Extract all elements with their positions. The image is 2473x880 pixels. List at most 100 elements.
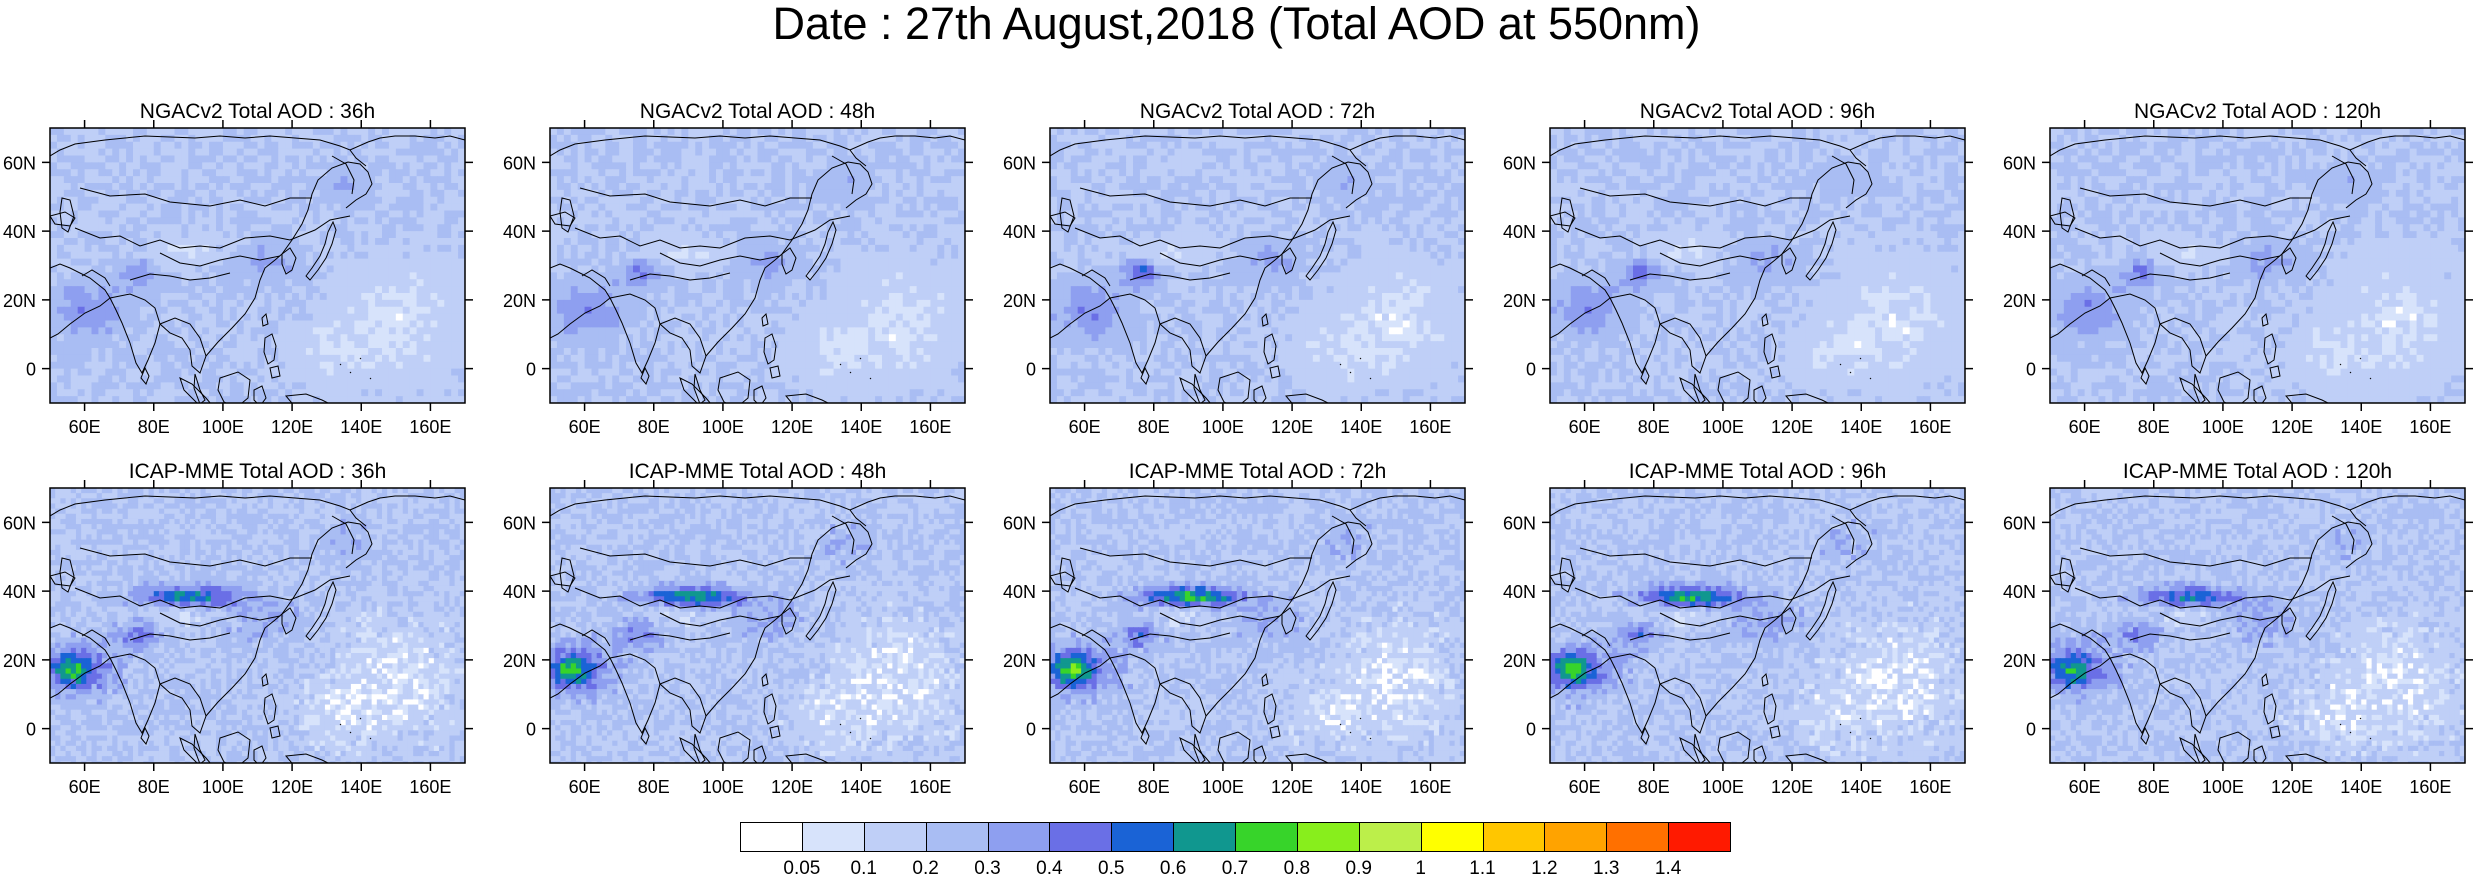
lat-tick-label: 20N <box>1503 291 1536 311</box>
lon-tick-label: 60E <box>69 417 101 437</box>
lon-tick-label: 140E <box>1840 417 1882 437</box>
panel-title: NGACv2 Total AOD : 96h <box>1640 100 1875 123</box>
colorbar-label: 0.4 <box>1036 858 1062 880</box>
lat-tick-label: 40N <box>1003 222 1036 242</box>
lon-tick-label: 120E <box>771 417 813 437</box>
panel-title: ICAP-MME Total AOD : 36h <box>129 460 387 483</box>
colorbar-cell <box>740 822 803 852</box>
lat-tick-label: 20N <box>1503 651 1536 671</box>
colorbar-label: 0.3 <box>974 858 1000 880</box>
lon-tick-label: 60E <box>569 777 601 797</box>
lon-tick-label: 100E <box>2202 777 2244 797</box>
lon-tick-label: 100E <box>202 777 244 797</box>
aod-field <box>550 128 966 430</box>
lon-tick-label: 80E <box>2138 417 2170 437</box>
lat-tick-label: 60N <box>2003 513 2036 533</box>
lat-tick-label: 0 <box>526 720 536 740</box>
colorbar-cell <box>1421 822 1484 852</box>
lon-tick-label: 140E <box>340 777 382 797</box>
lon-tick-label: 160E <box>1409 777 1451 797</box>
lon-tick-label: 60E <box>1569 417 1601 437</box>
lon-tick-label: 80E <box>2138 777 2170 797</box>
lon-tick-label: 60E <box>69 777 101 797</box>
lon-tick-label: 120E <box>271 777 313 797</box>
lon-tick-label: 120E <box>1271 417 1313 437</box>
panel-title: NGACv2 Total AOD : 72h <box>1140 100 1375 123</box>
lat-tick-label: 60N <box>3 513 36 533</box>
lat-tick-label: 0 <box>2026 360 2036 380</box>
lat-tick-label: 40N <box>503 582 536 602</box>
lon-tick-label: 140E <box>1340 417 1382 437</box>
lat-tick-label: 20N <box>3 291 36 311</box>
lon-tick-label: 120E <box>1771 417 1813 437</box>
colorbar-cell <box>1544 822 1607 852</box>
colorbar-cell <box>1111 822 1174 852</box>
lat-tick-label: 0 <box>2026 720 2036 740</box>
colorbar-label: 0.1 <box>851 858 877 880</box>
lon-tick-label: 60E <box>569 417 601 437</box>
panel-title: ICAP-MME Total AOD : 96h <box>1629 460 1887 483</box>
colorbar-label: 1.4 <box>1655 858 1681 880</box>
lat-tick-label: 20N <box>3 651 36 671</box>
lon-tick-label: 160E <box>909 417 951 437</box>
lon-tick-label: 100E <box>702 417 744 437</box>
lon-tick-label: 140E <box>840 777 882 797</box>
lat-tick-label: 0 <box>1526 720 1536 740</box>
aod-field <box>1050 128 1466 430</box>
colorbar-label: 0.7 <box>1222 858 1248 880</box>
lon-tick-label: 80E <box>1138 417 1170 437</box>
lat-tick-label: 60N <box>503 513 536 533</box>
lon-tick-label: 140E <box>1340 777 1382 797</box>
colorbar-label: 0.6 <box>1160 858 1186 880</box>
lon-tick-label: 100E <box>1202 417 1244 437</box>
panel-title: ICAP-MME Total AOD : 72h <box>1129 460 1387 483</box>
lon-tick-label: 160E <box>1409 417 1451 437</box>
panel-title: ICAP-MME Total AOD : 120h <box>2123 460 2392 483</box>
lat-tick-label: 20N <box>503 291 536 311</box>
lat-tick-label: 0 <box>26 720 36 740</box>
aod-field <box>1050 488 1466 790</box>
colorbar-cell <box>1359 822 1422 852</box>
lon-tick-label: 140E <box>2340 777 2382 797</box>
lon-tick-label: 60E <box>1069 417 1101 437</box>
lon-tick-label: 80E <box>138 777 170 797</box>
colorbar-cell <box>1297 822 1360 852</box>
colorbar-label: 0.2 <box>912 858 938 880</box>
lat-tick-label: 40N <box>1003 582 1036 602</box>
lon-tick-label: 80E <box>138 417 170 437</box>
colorbar-cell <box>988 822 1051 852</box>
colorbar-label: 1.3 <box>1593 858 1619 880</box>
lon-tick-label: 60E <box>2069 777 2101 797</box>
colorbar-cell <box>1049 822 1112 852</box>
lat-tick-label: 20N <box>1003 291 1036 311</box>
lon-tick-label: 60E <box>2069 417 2101 437</box>
lon-tick-label: 80E <box>1138 777 1170 797</box>
aod-field <box>1550 488 1966 790</box>
lon-tick-label: 120E <box>1271 777 1313 797</box>
lon-tick-label: 80E <box>1638 417 1670 437</box>
aod-field <box>50 128 466 430</box>
lon-tick-label: 140E <box>1840 777 1882 797</box>
panel-title: NGACv2 Total AOD : 36h <box>140 100 375 123</box>
lat-tick-label: 60N <box>1503 153 1536 173</box>
lon-tick-label: 100E <box>1702 417 1744 437</box>
lon-tick-label: 100E <box>2202 417 2244 437</box>
lon-tick-label: 160E <box>409 777 451 797</box>
lon-tick-label: 160E <box>2409 417 2451 437</box>
lat-tick-label: 40N <box>2003 582 2036 602</box>
lat-tick-label: 20N <box>1003 651 1036 671</box>
lon-tick-label: 80E <box>1638 777 1670 797</box>
lon-tick-label: 80E <box>638 417 670 437</box>
panel-title: NGACv2 Total AOD : 120h <box>2134 100 2381 123</box>
lon-tick-label: 160E <box>1909 777 1951 797</box>
lon-tick-label: 140E <box>840 417 882 437</box>
colorbar-label: 0.5 <box>1098 858 1124 880</box>
colorbar-cell <box>1235 822 1298 852</box>
